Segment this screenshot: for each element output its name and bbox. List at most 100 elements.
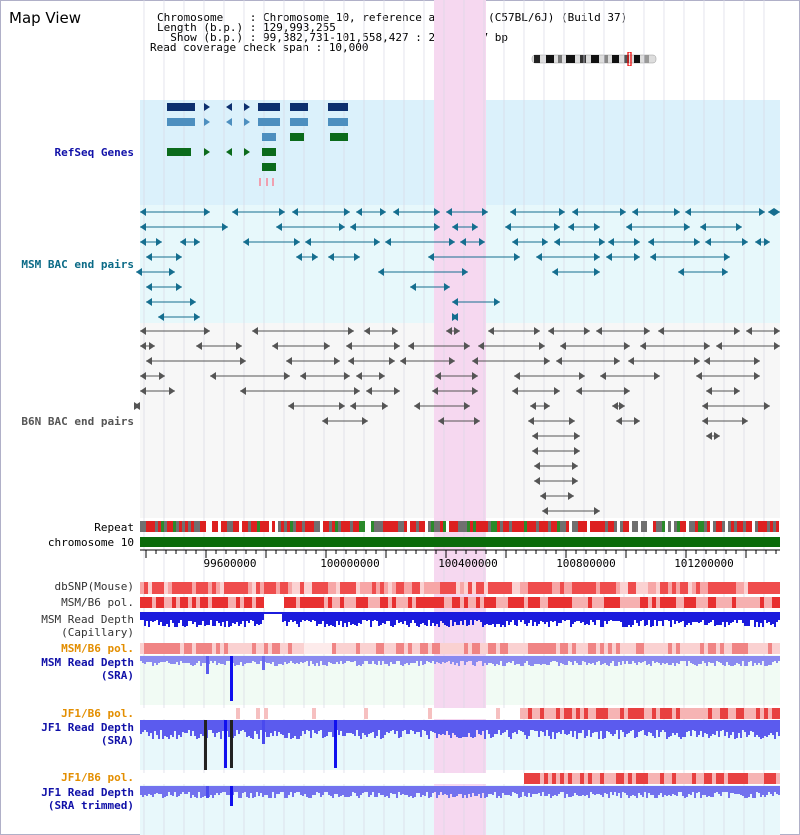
track-label-b6n-bac[interactable]: B6N BAC end pairs	[21, 415, 134, 428]
msm-b6-pol-2-heat	[740, 643, 744, 654]
repeat-feature	[500, 521, 503, 532]
msm-depth-sra-bar	[748, 656, 750, 662]
jf1-b6-pol-2-heat	[736, 773, 740, 784]
track-label-jf1-depth-sra-2[interactable]: (SRA)	[100, 734, 134, 747]
msm-depth-cap-bar	[204, 612, 206, 626]
msm-b6-pol-2-heat	[452, 643, 456, 654]
repeat-feature	[635, 521, 638, 532]
jf1-depth-trim-bar	[292, 786, 294, 797]
jf1-depth-sra-bar	[732, 720, 734, 732]
repeat-feature	[329, 521, 332, 532]
track-label-chromosome[interactable]: chromosome 10	[47, 536, 134, 549]
track-label-msm-b6-pol-2[interactable]: MSM/B6 pol.	[61, 642, 134, 655]
msm-depth-cap-bar	[288, 612, 290, 622]
jf1-depth-trim-bar	[730, 786, 732, 793]
repeat-feature	[515, 521, 518, 532]
msm-b6-pol-2-heat	[384, 643, 388, 654]
b6n-bac-pair-end	[702, 417, 708, 425]
b6n-bac-pair-end	[438, 417, 444, 425]
msm-depth-cap-bar	[670, 612, 672, 627]
jf1-b6-pol-heat	[696, 708, 700, 719]
jf1-depth-trim-bar	[530, 786, 532, 797]
msm-b6-pol-2-heat	[768, 643, 772, 654]
jf1-b6-pol-heat	[560, 708, 564, 719]
track-label-jf1-depth-trim-1[interactable]: JF1 Read Depth	[41, 786, 134, 799]
track-label-jf1-b6-pol-2[interactable]: JF1/B6 pol.	[61, 771, 134, 784]
jf1-depth-sra-bar	[474, 720, 476, 737]
jf1-b6-pol-2-heat	[548, 773, 552, 784]
msm-bac-pair-end	[339, 223, 345, 231]
track-label-msm-b6-pol[interactable]: MSM/B6 pol.	[61, 596, 134, 609]
msm-depth-sra-bar	[260, 656, 262, 661]
jf1-b6-pol-2-heat	[552, 773, 556, 784]
msm-depth-cap-bar	[208, 612, 210, 625]
b6n-bac-pair-end	[196, 342, 202, 350]
jf1-b6-pol-2-heat	[544, 773, 548, 784]
msm-depth-cap-bar	[752, 612, 754, 620]
dbsnp-heat	[424, 582, 428, 594]
track-label-msm-depth-cap-1[interactable]: MSM Read Depth	[41, 613, 134, 626]
jf1-depth-sra-bar	[282, 720, 284, 735]
track-label-dbsnp[interactable]: dbSNP(Mouse)	[54, 580, 134, 593]
jf1-depth-trim-bar	[528, 786, 530, 793]
repeat-feature	[476, 521, 479, 532]
track-label-msm-bac[interactable]: MSM BAC end pairs	[21, 258, 134, 271]
jf1-b6-pol-2-heat	[424, 773, 428, 784]
msm-depth-sra-bar	[350, 656, 352, 662]
jf1-depth-sra-bar	[588, 720, 590, 730]
jf1-b6-pol-heat	[732, 708, 736, 719]
jf1-b6-pol-heat	[720, 708, 724, 719]
msm-depth-cap-bar	[276, 612, 278, 614]
chromosome-ideogram[interactable]	[528, 52, 660, 66]
track-label-jf1-b6-pol[interactable]: JF1/B6 pol.	[61, 707, 134, 720]
jf1-depth-trim-bar	[494, 786, 496, 792]
jf1-b6-pol-2-heat	[352, 773, 356, 784]
repeat-feature	[149, 521, 152, 532]
jf1-depth-trim-bar	[676, 786, 678, 796]
msm-depth-sra-bar	[560, 656, 562, 663]
track-label-jf1-depth-sra-1[interactable]: JF1 Read Depth	[41, 721, 134, 734]
b6n-bac-pair-end	[149, 342, 155, 350]
gene-arrow	[244, 103, 250, 111]
jf1-depth-trim-bar	[746, 786, 748, 798]
track-label-jf1-depth-trim-2[interactable]: (SRA trimmed)	[47, 799, 134, 812]
jf1-depth-sra-bar	[472, 720, 474, 738]
track-label-msm-depth-sra-1[interactable]: MSM Read Depth	[41, 656, 134, 669]
msm-depth-sra-bar	[688, 656, 690, 661]
msm-depth-sra-bar	[606, 656, 608, 665]
track-label-refseq[interactable]: RefSeq Genes	[54, 146, 134, 159]
msm-depth-sra-bar	[466, 656, 468, 662]
dbsnp-heat	[360, 582, 364, 594]
region-highlight	[434, 0, 486, 835]
msm-depth-cap-bar	[468, 612, 470, 625]
jf1-depth-sra-bar	[412, 720, 414, 731]
msm-depth-cap-bar	[694, 612, 696, 622]
msm-depth-sra-bar	[630, 656, 632, 664]
msm-bac-pair-end	[736, 223, 742, 231]
msm-depth-sra-bar	[218, 656, 220, 663]
msm-depth-sra-bar	[370, 656, 372, 664]
msm-b6-pol-2-heat	[564, 643, 568, 654]
jf1-depth-trim-bar	[312, 786, 314, 795]
msm-depth-cap-bar	[274, 612, 276, 614]
msm-b6-pol-2-heat	[456, 643, 460, 654]
track-label-msm-depth-cap-2[interactable]: (Capillary)	[61, 626, 134, 639]
msm-depth-cap-bar	[320, 612, 322, 624]
jf1-depth-trim-bar	[702, 786, 704, 795]
repeat-feature	[293, 521, 296, 532]
msm-depth-cap-bar	[522, 612, 524, 620]
msm-depth-cap-bar	[512, 612, 514, 620]
msm-depth-sra-bar	[556, 656, 558, 662]
jf1-depth-sra-bar	[652, 720, 654, 736]
repeat-feature	[503, 521, 506, 532]
jf1-b6-pol-heat	[640, 708, 644, 719]
msm-depth-sra-bar	[272, 656, 274, 662]
track-label-msm-depth-sra-2[interactable]: (SRA)	[100, 669, 134, 682]
msm-depth-sra-bar	[710, 656, 712, 663]
jf1-b6-pol-2-heat	[576, 773, 580, 784]
msm-depth-sra-bar	[446, 656, 448, 662]
jf1-depth-trim-bar	[462, 786, 464, 798]
jf1-depth-trim-bar	[226, 786, 228, 795]
track-label-repeat[interactable]: Repeat	[94, 521, 134, 534]
